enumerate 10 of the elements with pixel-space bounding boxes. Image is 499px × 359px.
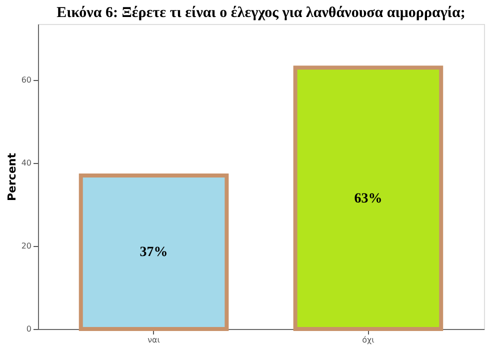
y-tick-label: 0 — [26, 324, 32, 334]
y-tick-label: 20 — [21, 242, 32, 251]
y-tick-label: 60 — [21, 76, 32, 85]
y-tick-label: 40 — [21, 158, 32, 168]
data-label: 37% — [140, 245, 168, 260]
x-tick-label: ναι — [148, 336, 160, 344]
chart-title: Εικόνα 6: Ξέρετε τι είναι ο έλεγχος για λανθάνουσα αιμορραγία; — [56, 5, 466, 21]
data-label: 63% — [354, 191, 382, 206]
y-axis-title: Percent — [5, 152, 18, 202]
x-tick-label: όχι — [362, 336, 375, 344]
